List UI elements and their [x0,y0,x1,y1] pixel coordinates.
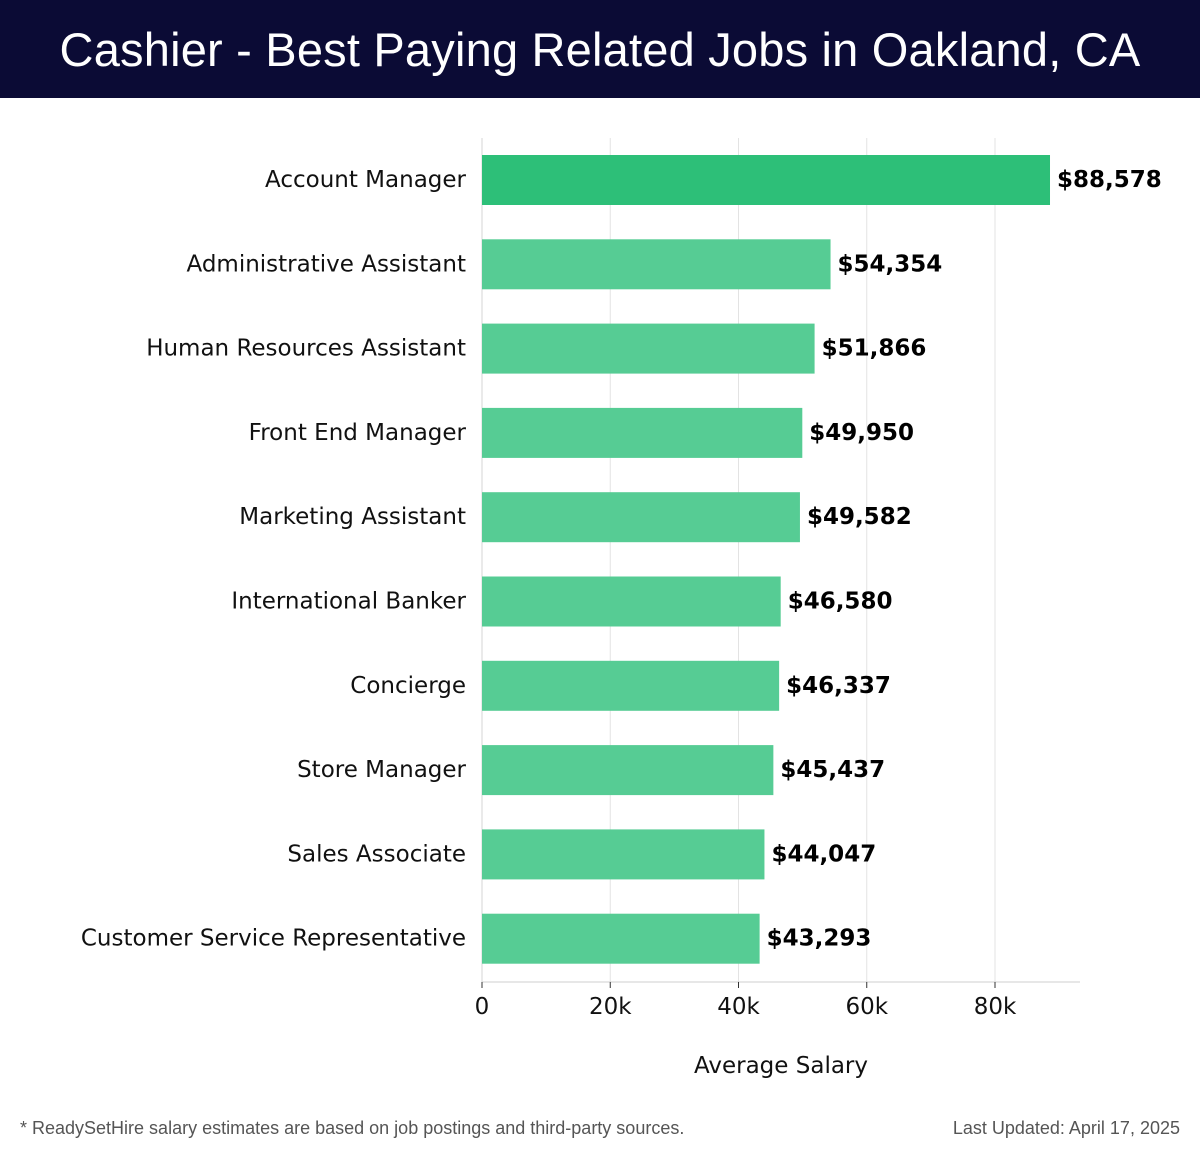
footer-updated: Last Updated: April 17, 2025 [952,1118,1180,1138]
chart-header: Cashier - Best Paying Related Jobs in Oa… [0,0,1200,98]
x-tick-label: 20k [589,994,632,1020]
x-tick-label: 60k [845,994,888,1020]
bar [482,492,800,543]
category-label: Front End Manager [249,420,467,446]
value-label: $44,047 [771,841,876,867]
chart-title: Cashier - Best Paying Related Jobs in Oa… [59,22,1141,76]
value-label: $46,337 [786,673,891,699]
bar [482,407,803,458]
category-label: Customer Service Representative [81,926,466,952]
bar [482,745,774,796]
category-label: Marketing Assistant [239,504,466,530]
bar [482,829,765,880]
x-tick-label: 40k [717,994,760,1020]
x-tick-label: 80k [974,994,1017,1020]
category-label: Human Resources Assistant [146,336,466,362]
category-label: Account Manager [265,167,467,193]
bar [482,155,1051,205]
value-label: $43,293 [767,926,872,952]
bar [482,323,815,374]
value-label: $88,578 [1057,167,1162,193]
value-label: $46,580 [788,589,893,615]
value-label: $49,950 [809,420,914,446]
category-label: Administrative Assistant [186,251,466,277]
value-label: $51,866 [822,336,927,362]
bar-chart: Account Manager $88,578 Administrative Ass… [81,138,1162,1079]
category-label: Concierge [350,673,466,699]
x-axis-title: Average Salary [694,1053,868,1079]
x-tick-label: 0 [475,994,490,1020]
bar [482,660,780,711]
value-label: $54,354 [838,251,943,277]
category-label: Sales Associate [287,841,466,867]
bar [482,913,760,964]
category-label: Store Manager [297,757,466,783]
category-label: International Banker [231,589,466,615]
footer-note: * ReadySetHire salary estimates are base… [20,1118,685,1138]
value-label: $49,582 [807,504,912,530]
bar [482,239,831,290]
value-label: $45,437 [780,757,885,783]
bar [482,576,781,627]
